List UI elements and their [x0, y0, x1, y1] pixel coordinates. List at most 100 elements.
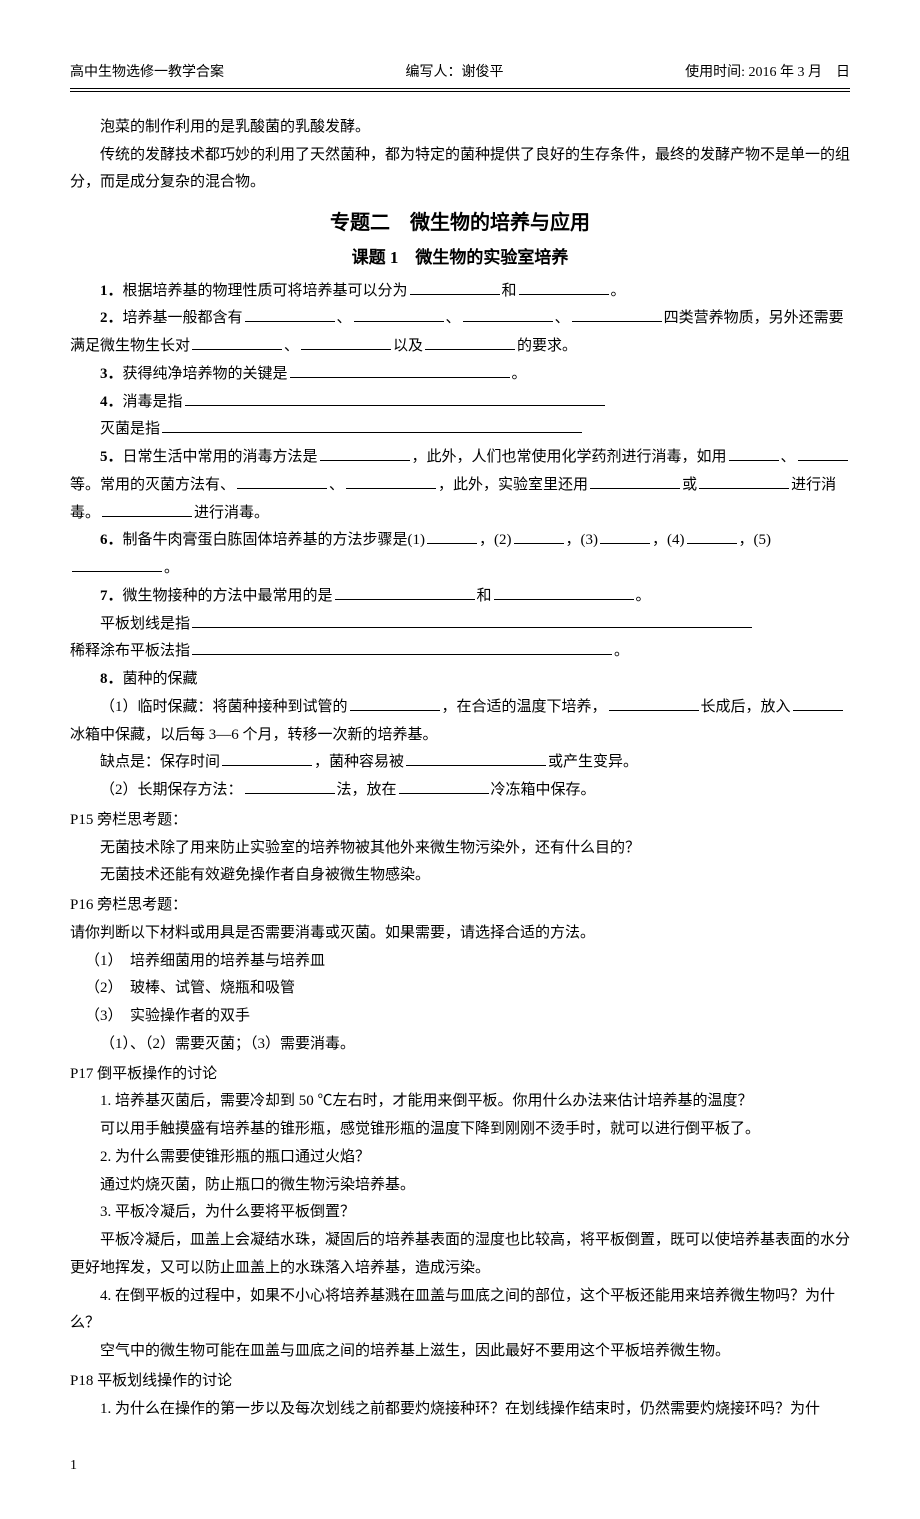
blank	[600, 529, 650, 544]
q5-t1: 日常生活中常用的消毒方法是	[123, 449, 318, 465]
question-3-label: 3．	[100, 366, 123, 382]
blank	[102, 502, 192, 517]
q2-t7: 以及	[393, 338, 423, 354]
p17-q4: 4. 在倒平板的过程中，如果不小心将培养基溅在皿盖与皿底之间的部位，这个平板还能…	[70, 1283, 850, 1339]
blank	[72, 557, 162, 572]
q8-t1: 菌种的保藏	[123, 671, 198, 687]
question-6-label: 6．	[100, 532, 123, 548]
q8-r1d: 冰箱中保藏，以后每 3—6 个月，转移一次新的培养基。	[70, 727, 438, 743]
p18-q1: 1. 为什么在操作的第一步以及每次划线之前都要灼烧接种环？在划线操作结束时，仍然…	[70, 1396, 850, 1424]
question-8-label: 8．	[100, 671, 123, 687]
q3-t2: 。	[512, 366, 527, 382]
p16-label: P16 旁栏思考题：	[70, 892, 850, 920]
q2-t2: 、	[337, 310, 352, 326]
p17-a1: 可以用手触摸盛有培养基的锥形瓶，感觉锥形瓶的温度下降到刚刚不烫手时，就可以进行倒…	[70, 1116, 850, 1144]
q8-r1c: 长成后，放入	[701, 699, 791, 715]
blank	[699, 474, 789, 489]
blank	[192, 335, 282, 350]
question-1: 1．根据培养基的物理性质可将培养基可以分为 和 。	[70, 278, 850, 306]
question-7-line1: 7．微生物接种的方法中最常用的是和。	[70, 583, 850, 611]
q4-t2: 灭菌是指	[100, 421, 160, 437]
blank	[192, 613, 752, 628]
blank	[354, 307, 444, 322]
question-7-label: 7．	[100, 588, 123, 604]
q7-t3: 。	[636, 588, 651, 604]
q8-r2c: 或产生变异。	[548, 754, 638, 770]
q1-t2: 和	[502, 283, 517, 299]
question-4-line1: 4．消毒是指	[70, 389, 850, 417]
question-8-row1: （1）临时保藏：将菌种接种到试管的，在合适的温度下培养，长成后，放入冰箱中保藏，…	[70, 694, 850, 750]
q2-t8: 的要求。	[517, 338, 577, 354]
p17-q2: 2. 为什么需要使锥形瓶的瓶口通过火焰？	[70, 1144, 850, 1172]
question-4-line2: 灭菌是指	[70, 416, 850, 444]
q1-t3: 。	[611, 283, 626, 299]
blank	[463, 307, 553, 322]
q2-t1: 培养基一般都含有	[123, 310, 243, 326]
question-8-row3: （2）长期保存方法： 法，放在 冷冻箱中保存。	[70, 777, 850, 805]
q1-t1: 根据培养基的物理性质可将培养基可以分为	[123, 283, 408, 299]
q6-t4: ，(4)	[652, 532, 685, 548]
blank	[162, 418, 582, 433]
q8-r3b: 法，放在	[337, 782, 397, 798]
header-divider	[70, 88, 850, 92]
q8-r2b: ，菌种容易被	[314, 754, 404, 770]
blank	[793, 696, 843, 711]
question-2-label: 2．	[100, 310, 123, 326]
topic-title: 专题二 微生物的培养与应用	[70, 205, 850, 242]
page-number: 1	[70, 1453, 850, 1479]
q4-t1: 消毒是指	[123, 394, 183, 410]
header-left: 高中生物选修一教学合案	[70, 60, 224, 86]
q5-t4: 等。常用的灭菌方法有	[70, 477, 220, 493]
q3-t1: 获得纯净培养物的关键是	[123, 366, 288, 382]
question-4-label: 4．	[100, 394, 123, 410]
q2-t3: 、	[446, 310, 461, 326]
blank	[320, 446, 410, 461]
question-8-title: 8．菌种的保藏	[70, 666, 850, 694]
blank	[609, 696, 699, 711]
blank	[185, 391, 605, 406]
q8-r3c: 冷冻箱中保存。	[491, 782, 596, 798]
p16-item-1: （1） 培养细菌用的培养基与培养皿	[70, 948, 850, 976]
p16-answer: （1）、（2）需要灭菌；（3）需要消毒。	[70, 1031, 850, 1059]
question-3: 3．获得纯净培养物的关键是 。	[70, 361, 850, 389]
blank	[494, 585, 634, 600]
q8-r1b: ，在合适的温度下培养，	[442, 699, 607, 715]
q6-t6: 。	[164, 560, 179, 576]
blank	[729, 446, 779, 461]
blank	[687, 529, 737, 544]
p17-label: P17 倒平板操作的讨论	[70, 1061, 850, 1089]
q7-l3a: 稀释涂布平板法指	[70, 643, 190, 659]
blank	[237, 474, 327, 489]
question-1-label: 1．	[100, 283, 123, 299]
question-7-line2: 平板划线是指	[70, 611, 850, 639]
blank	[406, 751, 546, 766]
blank	[427, 529, 477, 544]
p15-question: 无菌技术除了用来防止实验室的培养物被其他外来微生物污染外，还有什么目的？	[70, 835, 850, 863]
p15-label: P15 旁栏思考题：	[70, 807, 850, 835]
lesson-title: 课题 1 微生物的实验室培养	[70, 242, 850, 273]
blank	[301, 335, 391, 350]
blank	[290, 363, 510, 378]
p17-a2: 通过灼烧灭菌，防止瓶口的微生物污染培养基。	[70, 1172, 850, 1200]
p15-answer: 无菌技术还能有效避免操作者自身被微生物感染。	[70, 862, 850, 890]
p18-label: P18 平板划线操作的讨论	[70, 1368, 850, 1396]
q8-r3a: （2）长期保存方法：	[100, 782, 243, 798]
p16-item-3: （3） 实验操作者的双手	[70, 1003, 850, 1031]
page-header: 高中生物选修一教学合案 编写人：谢俊平 使用时间: 2016 年 3 月 日	[70, 60, 850, 86]
blank	[346, 474, 436, 489]
q7-t1: 微生物接种的方法中最常用的是	[123, 588, 333, 604]
blank	[514, 529, 564, 544]
q6-t2: ，(2)	[479, 532, 512, 548]
q7-l2a: 平板划线是指	[100, 616, 190, 632]
blank	[798, 446, 848, 461]
question-5: 5．日常生活中常用的消毒方法是，此外，人们也常使用化学药剂进行消毒，如用、等。常…	[70, 444, 850, 527]
q5-t3: 、	[781, 449, 796, 465]
blank	[245, 779, 335, 794]
q5-t7: ，此外，实验室里还用	[438, 477, 588, 493]
intro-paragraph-1: 泡菜的制作利用的是乳酸菌的乳酸发酵。	[70, 114, 850, 142]
q5-t2: ，此外，人们也常使用化学药剂进行消毒，如用	[412, 449, 727, 465]
q5-t8: 或	[682, 477, 697, 493]
blank	[399, 779, 489, 794]
blank	[590, 474, 680, 489]
blank	[350, 696, 440, 711]
